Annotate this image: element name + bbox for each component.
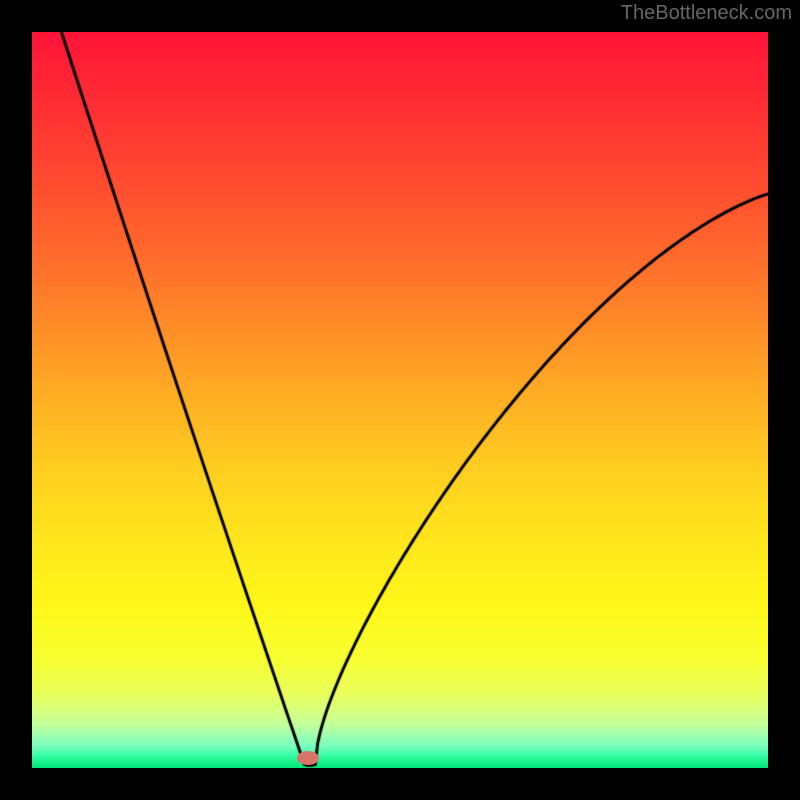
curve-canvas	[32, 32, 768, 768]
plot-area	[32, 32, 768, 768]
minimum-marker	[297, 751, 319, 765]
watermark-text: TheBottleneck.com	[621, 2, 792, 25]
